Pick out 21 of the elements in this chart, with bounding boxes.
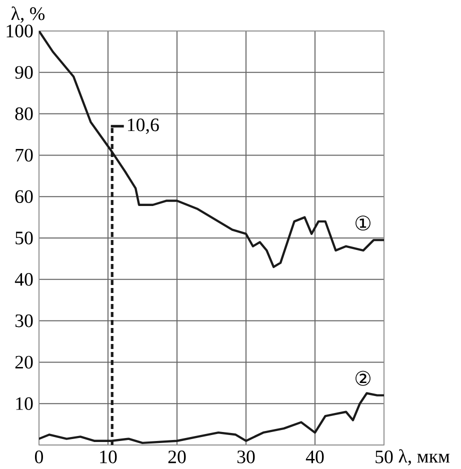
y-tick-label: 100 — [6, 24, 33, 38]
series-label: ② — [356, 370, 370, 386]
x-tick-label: 0 — [34, 450, 43, 464]
x-tick-label: 50 — [376, 450, 393, 464]
annotation: 10,6 — [128, 118, 159, 134]
y-tick-label: 60 — [15, 190, 33, 203]
y-tick-label: 90 — [15, 66, 33, 79]
series-label: ① — [356, 216, 370, 231]
y-tick-label: 10 — [16, 397, 33, 410]
y-tick-label: 50 — [16, 232, 33, 244]
x-tick-label: 30 — [237, 450, 255, 464]
y-tick-label: 30 — [15, 314, 33, 328]
x-tick-label: 40 — [306, 450, 324, 464]
x-tick-label: 20 — [168, 450, 186, 464]
y-tick-label: 80 — [15, 107, 33, 120]
x-axis-title: λ, мкм — [398, 449, 450, 466]
y-tick-label: 70 — [16, 148, 33, 162]
y-tick-label: 40 — [14, 273, 33, 286]
y-axis-title: λ, % — [11, 6, 45, 23]
y-tick-label: 20 — [15, 356, 33, 369]
x-tick-label: 10 — [100, 450, 117, 464]
